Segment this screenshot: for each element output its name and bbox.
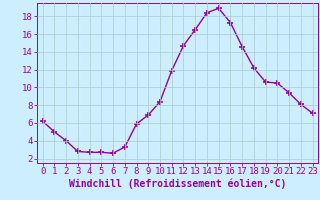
X-axis label: Windchill (Refroidissement éolien,°C): Windchill (Refroidissement éolien,°C) (69, 179, 286, 189)
